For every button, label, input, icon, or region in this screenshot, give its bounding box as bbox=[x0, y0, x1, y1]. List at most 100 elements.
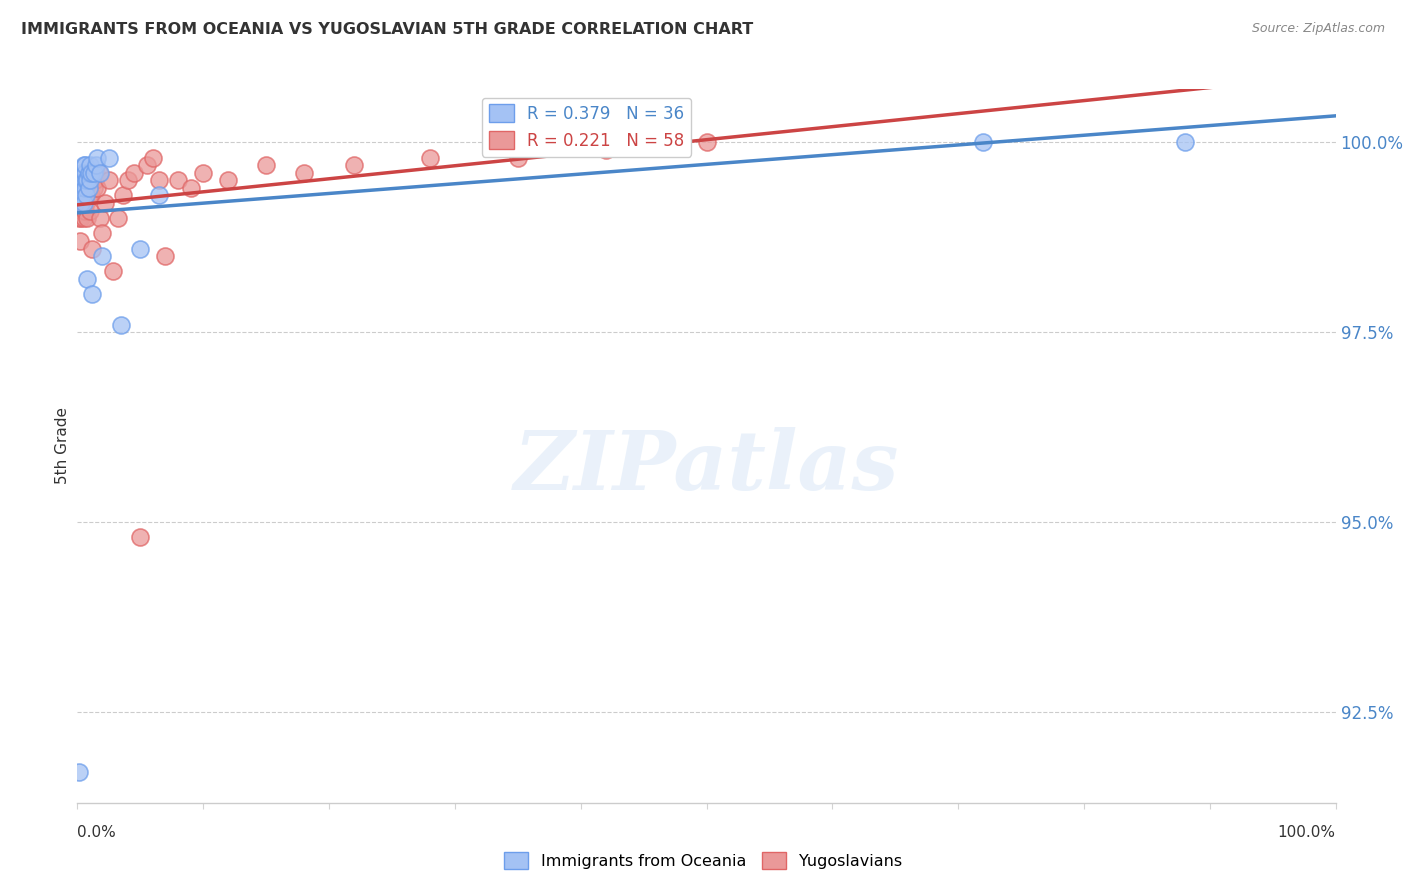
Point bbox=[67, 765, 90, 780]
Point bbox=[129, 530, 152, 544]
Point bbox=[80, 166, 103, 180]
Point bbox=[70, 173, 93, 187]
Point bbox=[73, 166, 96, 180]
Point bbox=[70, 173, 93, 187]
Point bbox=[72, 173, 94, 187]
Point bbox=[506, 151, 529, 165]
Point bbox=[72, 158, 94, 172]
Point bbox=[343, 158, 366, 172]
Point bbox=[129, 242, 152, 256]
Point bbox=[76, 211, 98, 226]
Point bbox=[76, 272, 98, 286]
Point bbox=[73, 158, 96, 172]
Point bbox=[79, 173, 101, 187]
Point bbox=[148, 173, 170, 187]
Text: IMMIGRANTS FROM OCEANIA VS YUGOSLAVIAN 5TH GRADE CORRELATION CHART: IMMIGRANTS FROM OCEANIA VS YUGOSLAVIAN 5… bbox=[21, 22, 754, 37]
Point bbox=[217, 173, 239, 187]
Point bbox=[91, 249, 114, 263]
Point bbox=[72, 203, 94, 218]
Point bbox=[97, 173, 120, 187]
Point bbox=[80, 188, 103, 202]
Text: 0.0%: 0.0% bbox=[77, 825, 117, 840]
Point bbox=[97, 151, 120, 165]
Point bbox=[148, 188, 170, 202]
Point bbox=[79, 173, 101, 187]
Point bbox=[82, 242, 104, 256]
Point bbox=[70, 166, 93, 180]
Point bbox=[69, 173, 91, 187]
Point bbox=[70, 196, 93, 211]
Point bbox=[135, 158, 157, 172]
Point bbox=[191, 166, 215, 180]
Point bbox=[73, 188, 96, 202]
Point bbox=[101, 264, 124, 278]
Point bbox=[84, 173, 107, 187]
Point bbox=[72, 166, 94, 180]
Point bbox=[72, 211, 94, 226]
Point bbox=[89, 211, 111, 226]
Point bbox=[72, 188, 94, 202]
Point bbox=[83, 181, 105, 195]
Point bbox=[91, 227, 114, 241]
Point bbox=[72, 188, 94, 202]
Point bbox=[73, 203, 96, 218]
Point bbox=[76, 173, 98, 187]
Point bbox=[155, 249, 177, 263]
Point bbox=[111, 188, 134, 202]
Point bbox=[254, 158, 277, 172]
Point bbox=[72, 166, 94, 180]
Point bbox=[89, 166, 111, 180]
Point bbox=[77, 166, 100, 180]
Point bbox=[86, 181, 108, 195]
Point bbox=[69, 173, 91, 187]
Point bbox=[75, 188, 97, 202]
Point bbox=[419, 151, 441, 165]
Point bbox=[67, 196, 90, 211]
Point bbox=[696, 136, 718, 150]
Point bbox=[972, 136, 994, 150]
Point bbox=[72, 181, 94, 195]
Text: 100.0%: 100.0% bbox=[1278, 825, 1336, 840]
Point bbox=[82, 287, 104, 301]
Point bbox=[80, 166, 103, 180]
Point bbox=[83, 166, 105, 180]
Point bbox=[107, 211, 129, 226]
Y-axis label: 5th Grade: 5th Grade bbox=[55, 408, 70, 484]
Point bbox=[595, 143, 617, 157]
Point bbox=[70, 196, 93, 211]
Point bbox=[110, 318, 132, 332]
Point bbox=[75, 173, 97, 187]
Point bbox=[142, 151, 165, 165]
Point bbox=[69, 188, 91, 202]
Point bbox=[544, 136, 567, 150]
Text: Source: ZipAtlas.com: Source: ZipAtlas.com bbox=[1251, 22, 1385, 36]
Point bbox=[77, 188, 100, 202]
Point bbox=[69, 188, 91, 202]
Legend: R = 0.379   N = 36, R = 0.221   N = 58: R = 0.379 N = 36, R = 0.221 N = 58 bbox=[482, 97, 690, 156]
Point bbox=[77, 166, 100, 180]
Point bbox=[67, 211, 90, 226]
Point bbox=[79, 203, 101, 218]
Point bbox=[72, 166, 94, 180]
Point bbox=[180, 181, 202, 195]
Point bbox=[75, 181, 97, 195]
Point bbox=[79, 158, 101, 172]
Point bbox=[167, 173, 190, 187]
Point bbox=[73, 181, 96, 195]
Point bbox=[122, 166, 145, 180]
Point bbox=[1174, 136, 1197, 150]
Text: ZIPatlas: ZIPatlas bbox=[513, 427, 900, 508]
Point bbox=[72, 196, 94, 211]
Legend: Immigrants from Oceania, Yugoslavians: Immigrants from Oceania, Yugoslavians bbox=[498, 846, 908, 875]
Point bbox=[84, 166, 107, 180]
Point bbox=[70, 211, 93, 226]
Point bbox=[75, 196, 97, 211]
Point bbox=[86, 151, 108, 165]
Point bbox=[87, 166, 110, 180]
Point bbox=[77, 181, 100, 195]
Point bbox=[117, 173, 139, 187]
Point bbox=[69, 234, 91, 248]
Point bbox=[94, 196, 117, 211]
Point bbox=[73, 173, 96, 187]
Point bbox=[84, 158, 107, 172]
